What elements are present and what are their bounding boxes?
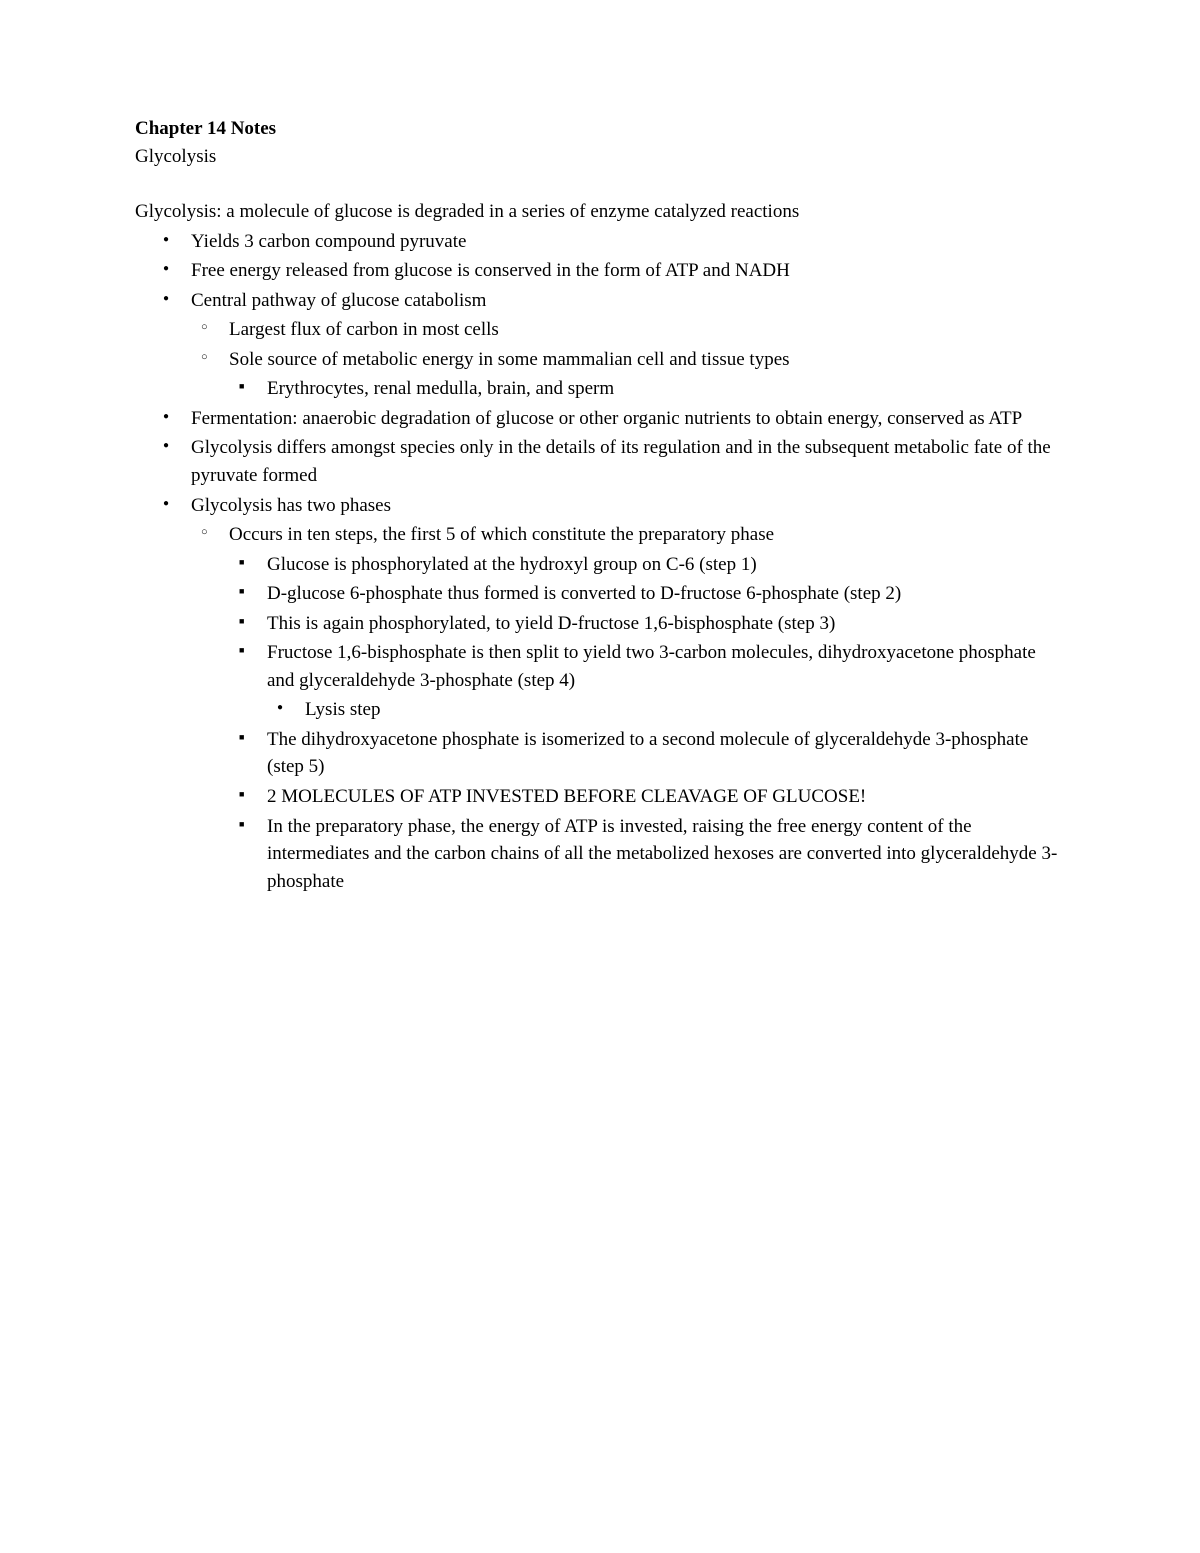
list-item: Free energy released from glucose is con… <box>153 257 1065 285</box>
list-item: The dihydroxyacetone phosphate is isomer… <box>229 726 1065 781</box>
list-item: Fermentation: anaerobic degradation of g… <box>153 405 1065 433</box>
list-item: Glycolysis has two phases <box>153 492 1065 520</box>
list-item: D-glucose 6-phosphate thus formed is con… <box>229 580 1065 608</box>
list-item: Central pathway of glucose catabolism <box>153 287 1065 315</box>
list-item: Glycolysis differs amongst species only … <box>153 434 1065 489</box>
list-item: Yields 3 carbon compound pyruvate <box>153 228 1065 256</box>
list-item: Erythrocytes, renal medulla, brain, and … <box>229 375 1065 403</box>
list-item: In the preparatory phase, the energy of … <box>229 813 1065 896</box>
list-item: Glucose is phosphorylated at the hydroxy… <box>229 551 1065 579</box>
list-item: This is again phosphorylated, to yield D… <box>229 610 1065 638</box>
list-item: Largest flux of carbon in most cells <box>191 316 1065 344</box>
list-item: Sole source of metabolic energy in some … <box>191 346 1065 374</box>
list-item: Occurs in ten steps, the first 5 of whic… <box>191 521 1065 549</box>
list-item: Lysis step <box>267 696 1065 724</box>
notes-list: Yields 3 carbon compound pyruvate Free e… <box>135 228 1065 896</box>
page-subtitle: Glycolysis <box>135 143 1065 171</box>
intro-text: Glycolysis: a molecule of glucose is deg… <box>135 198 1065 226</box>
page-title: Chapter 14 Notes <box>135 115 1065 143</box>
list-item: 2 MOLECULES OF ATP INVESTED BEFORE CLEAV… <box>229 783 1065 811</box>
list-item: Fructose 1,6-bisphosphate is then split … <box>229 639 1065 694</box>
